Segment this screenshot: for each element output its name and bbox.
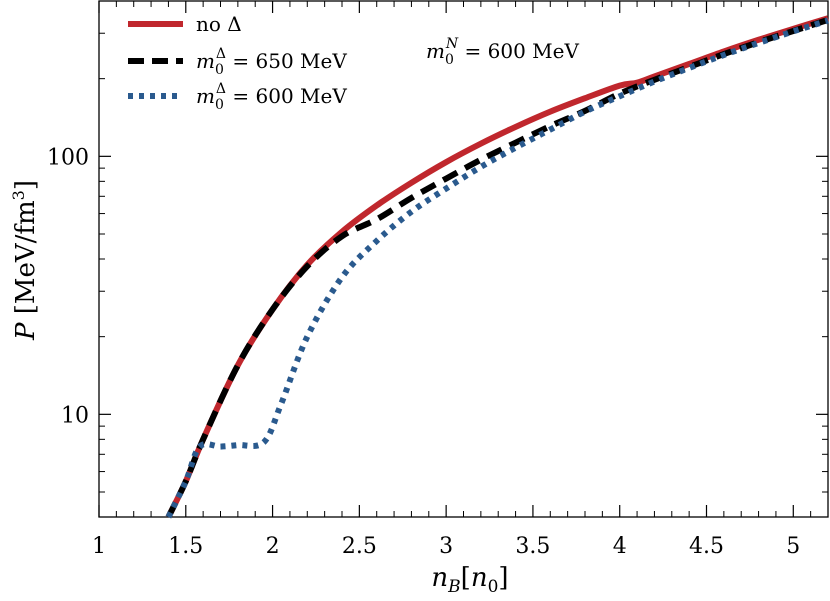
series-layer bbox=[165, 15, 829, 519]
legend-entry-600: m0Δ = 600 MeV bbox=[128, 81, 347, 113]
svg-text:m0Δ = 650 MeV: m0Δ = 650 MeV bbox=[196, 46, 347, 78]
y-axis-label: P [MeV/fm3] bbox=[9, 180, 41, 341]
x-tick-label: 4.5 bbox=[689, 534, 724, 559]
x-tick-label: 3 bbox=[439, 534, 453, 559]
legend: no Δ m0Δ = 650 MeV m0Δ = 600 MeV bbox=[128, 12, 347, 113]
y-tick-label: 100 bbox=[47, 145, 89, 170]
x-tick-label: 3.5 bbox=[515, 534, 550, 559]
x-axis-label: nB[n0] bbox=[431, 563, 508, 596]
x-tick-label: 2 bbox=[266, 534, 280, 559]
series-line-1 bbox=[165, 17, 829, 519]
svg-text:m0Δ = 600 MeV: m0Δ = 600 MeV bbox=[196, 81, 347, 113]
series-line-2 bbox=[165, 17, 829, 519]
x-tick-label: 4 bbox=[613, 534, 627, 559]
y-axis-ticks: 10 100 bbox=[47, 0, 828, 518]
x-axis-ticks: 1 1.5 2 2.5 3 3.5 4 4.5 5 bbox=[92, 1, 812, 559]
legend-entry-no-delta: no Δ bbox=[128, 12, 242, 36]
x-tick-label: 1.5 bbox=[168, 534, 203, 559]
annotation-mN: m0N = 600 MeV bbox=[426, 36, 579, 68]
x-tick-label: 2.5 bbox=[342, 534, 377, 559]
legend-entry-650: m0Δ = 650 MeV bbox=[128, 46, 347, 78]
plot-frame bbox=[98, 0, 829, 518]
x-tick-label: 5 bbox=[786, 534, 800, 559]
x-tick-label: 1 bbox=[92, 534, 106, 559]
svg-text:no Δ: no Δ bbox=[196, 12, 242, 36]
y-tick-label: 10 bbox=[61, 403, 89, 428]
